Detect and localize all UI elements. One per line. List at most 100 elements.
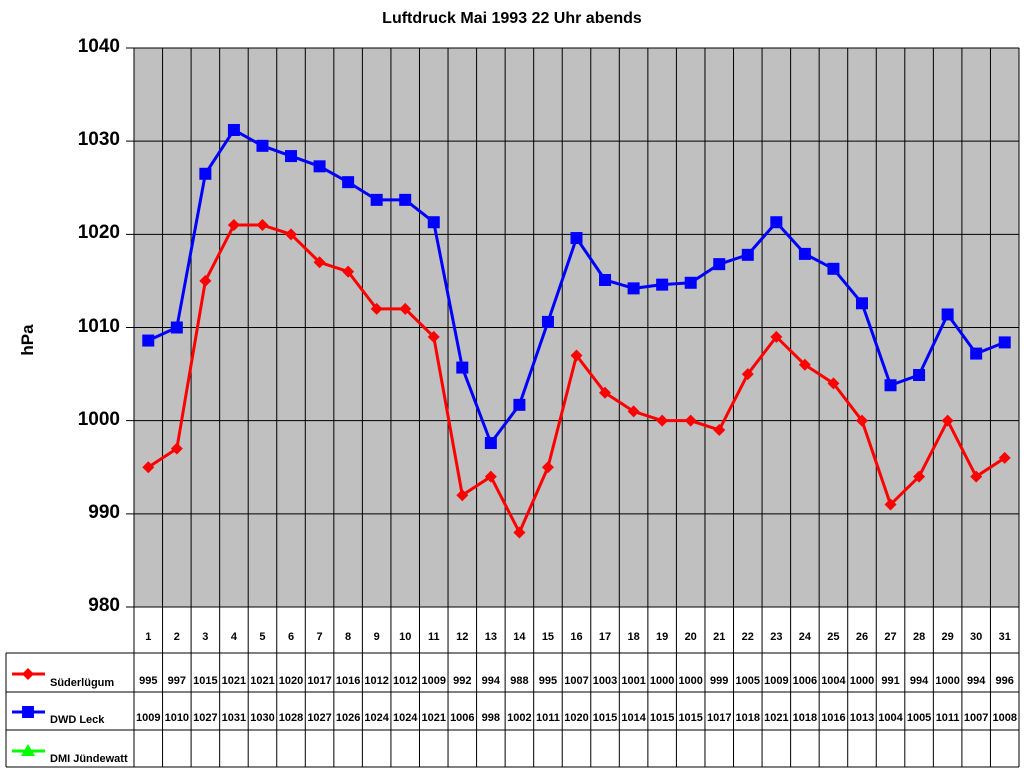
table-cell: 1004 — [821, 675, 846, 687]
table-cell: 995 — [139, 675, 157, 687]
square-marker — [998, 336, 1011, 349]
table-cell: 1015 — [193, 675, 217, 687]
legend-key — [12, 744, 45, 756]
table-header-cell: 5 — [259, 631, 265, 643]
diamond-marker — [313, 256, 326, 269]
diamond-marker — [484, 470, 497, 483]
table-header-cell: 16 — [570, 631, 582, 643]
diamond-marker — [970, 470, 983, 483]
diamond-marker — [627, 405, 640, 418]
table-cell: 996 — [996, 675, 1014, 687]
legend-label: DWD Leck — [50, 714, 105, 726]
square-marker — [484, 437, 497, 450]
table-cell: 1021 — [222, 675, 246, 687]
table-header-cell: 18 — [627, 631, 639, 643]
table-cell: 1018 — [736, 712, 760, 724]
table-cell: 1000 — [935, 675, 959, 687]
diamond-marker — [427, 330, 440, 343]
table-header-cell: 20 — [685, 631, 697, 643]
square-marker — [285, 150, 298, 163]
table-cell: 1007 — [564, 675, 588, 687]
table-header-cell: 28 — [913, 631, 925, 643]
diamond-marker — [199, 274, 212, 287]
table-header-cell: 29 — [942, 631, 954, 643]
table-cell: 1009 — [764, 675, 788, 687]
diamond-marker — [941, 414, 954, 427]
table-cell: 994 — [967, 675, 986, 687]
table-cell: 999 — [710, 675, 728, 687]
table-cell: 1027 — [193, 712, 217, 724]
series-dwd-leck — [142, 123, 1011, 450]
diamond-marker — [541, 461, 554, 474]
table-cell: 1017 — [707, 712, 731, 724]
table-cell: 1015 — [593, 712, 617, 724]
table-cell: 998 — [482, 712, 500, 724]
table-cell: 1004 — [878, 712, 903, 724]
series-süderlügum — [142, 219, 1011, 539]
table-cell: 988 — [510, 675, 528, 687]
table-cell: 1014 — [621, 712, 646, 724]
table-cell: 1003 — [593, 675, 617, 687]
square-marker — [370, 193, 383, 206]
table-header-cell: 23 — [770, 631, 782, 643]
table-cell: 1010 — [165, 712, 189, 724]
table-cell: 1021 — [764, 712, 788, 724]
table-header-cell: 27 — [884, 631, 896, 643]
table-cell: 1005 — [736, 675, 760, 687]
triangle-marker — [21, 744, 35, 756]
table-cell: 1011 — [936, 712, 960, 724]
table-header-cell: 4 — [231, 631, 238, 643]
diamond-marker — [227, 219, 240, 232]
diamond-marker — [855, 414, 868, 427]
table-cell: 1015 — [650, 712, 674, 724]
y-tick-label: 980 — [88, 595, 120, 616]
diamond-marker — [22, 668, 34, 680]
square-marker — [656, 278, 669, 291]
table-header-cell: 21 — [713, 631, 725, 643]
table-header-cell: 22 — [742, 631, 754, 643]
square-marker — [313, 160, 326, 173]
table-cell: 1002 — [507, 712, 531, 724]
table-cell: 1021 — [422, 712, 446, 724]
square-marker — [970, 347, 983, 360]
table-header-cell: 2 — [174, 631, 180, 643]
square-marker — [456, 361, 469, 374]
diamond-marker — [256, 219, 269, 232]
y-tick-label: 1000 — [77, 408, 120, 430]
table-cell: 1017 — [307, 675, 331, 687]
table-header-cell: 15 — [542, 631, 554, 643]
square-marker — [199, 167, 212, 180]
table-cell: 994 — [482, 675, 501, 687]
legend-label: DMI Jündewatt — [50, 753, 128, 765]
table-cell: 1000 — [850, 675, 874, 687]
y-tick-label: 1030 — [77, 129, 120, 151]
square-marker — [427, 216, 440, 229]
square-marker — [342, 176, 355, 189]
legend-key — [12, 668, 45, 680]
table-cell: 1021 — [250, 675, 274, 687]
table-cell: 1026 — [336, 712, 360, 724]
square-marker — [684, 276, 697, 289]
table-cell: 991 — [881, 675, 899, 687]
table-header-cell: 26 — [856, 631, 868, 643]
diamond-marker — [142, 461, 155, 474]
table-cell: 1016 — [821, 712, 845, 724]
table-cell: 1009 — [136, 712, 160, 724]
y-tick-label: 1010 — [77, 315, 120, 337]
square-marker — [599, 273, 612, 286]
diamond-marker — [998, 451, 1011, 464]
table-cell: 1011 — [536, 712, 560, 724]
diamond-marker — [599, 386, 612, 399]
table-header-cell: 14 — [513, 631, 526, 643]
table-cell: 1015 — [678, 712, 702, 724]
table-header-cell: 7 — [317, 631, 323, 643]
legend-key — [12, 706, 45, 718]
square-marker — [741, 248, 754, 261]
table-cell: 1009 — [422, 675, 446, 687]
diamond-marker — [884, 498, 897, 511]
table-cell: 1005 — [907, 712, 931, 724]
table-cell: 1020 — [564, 712, 588, 724]
table-cell: 1024 — [393, 712, 418, 724]
square-marker — [713, 258, 726, 271]
